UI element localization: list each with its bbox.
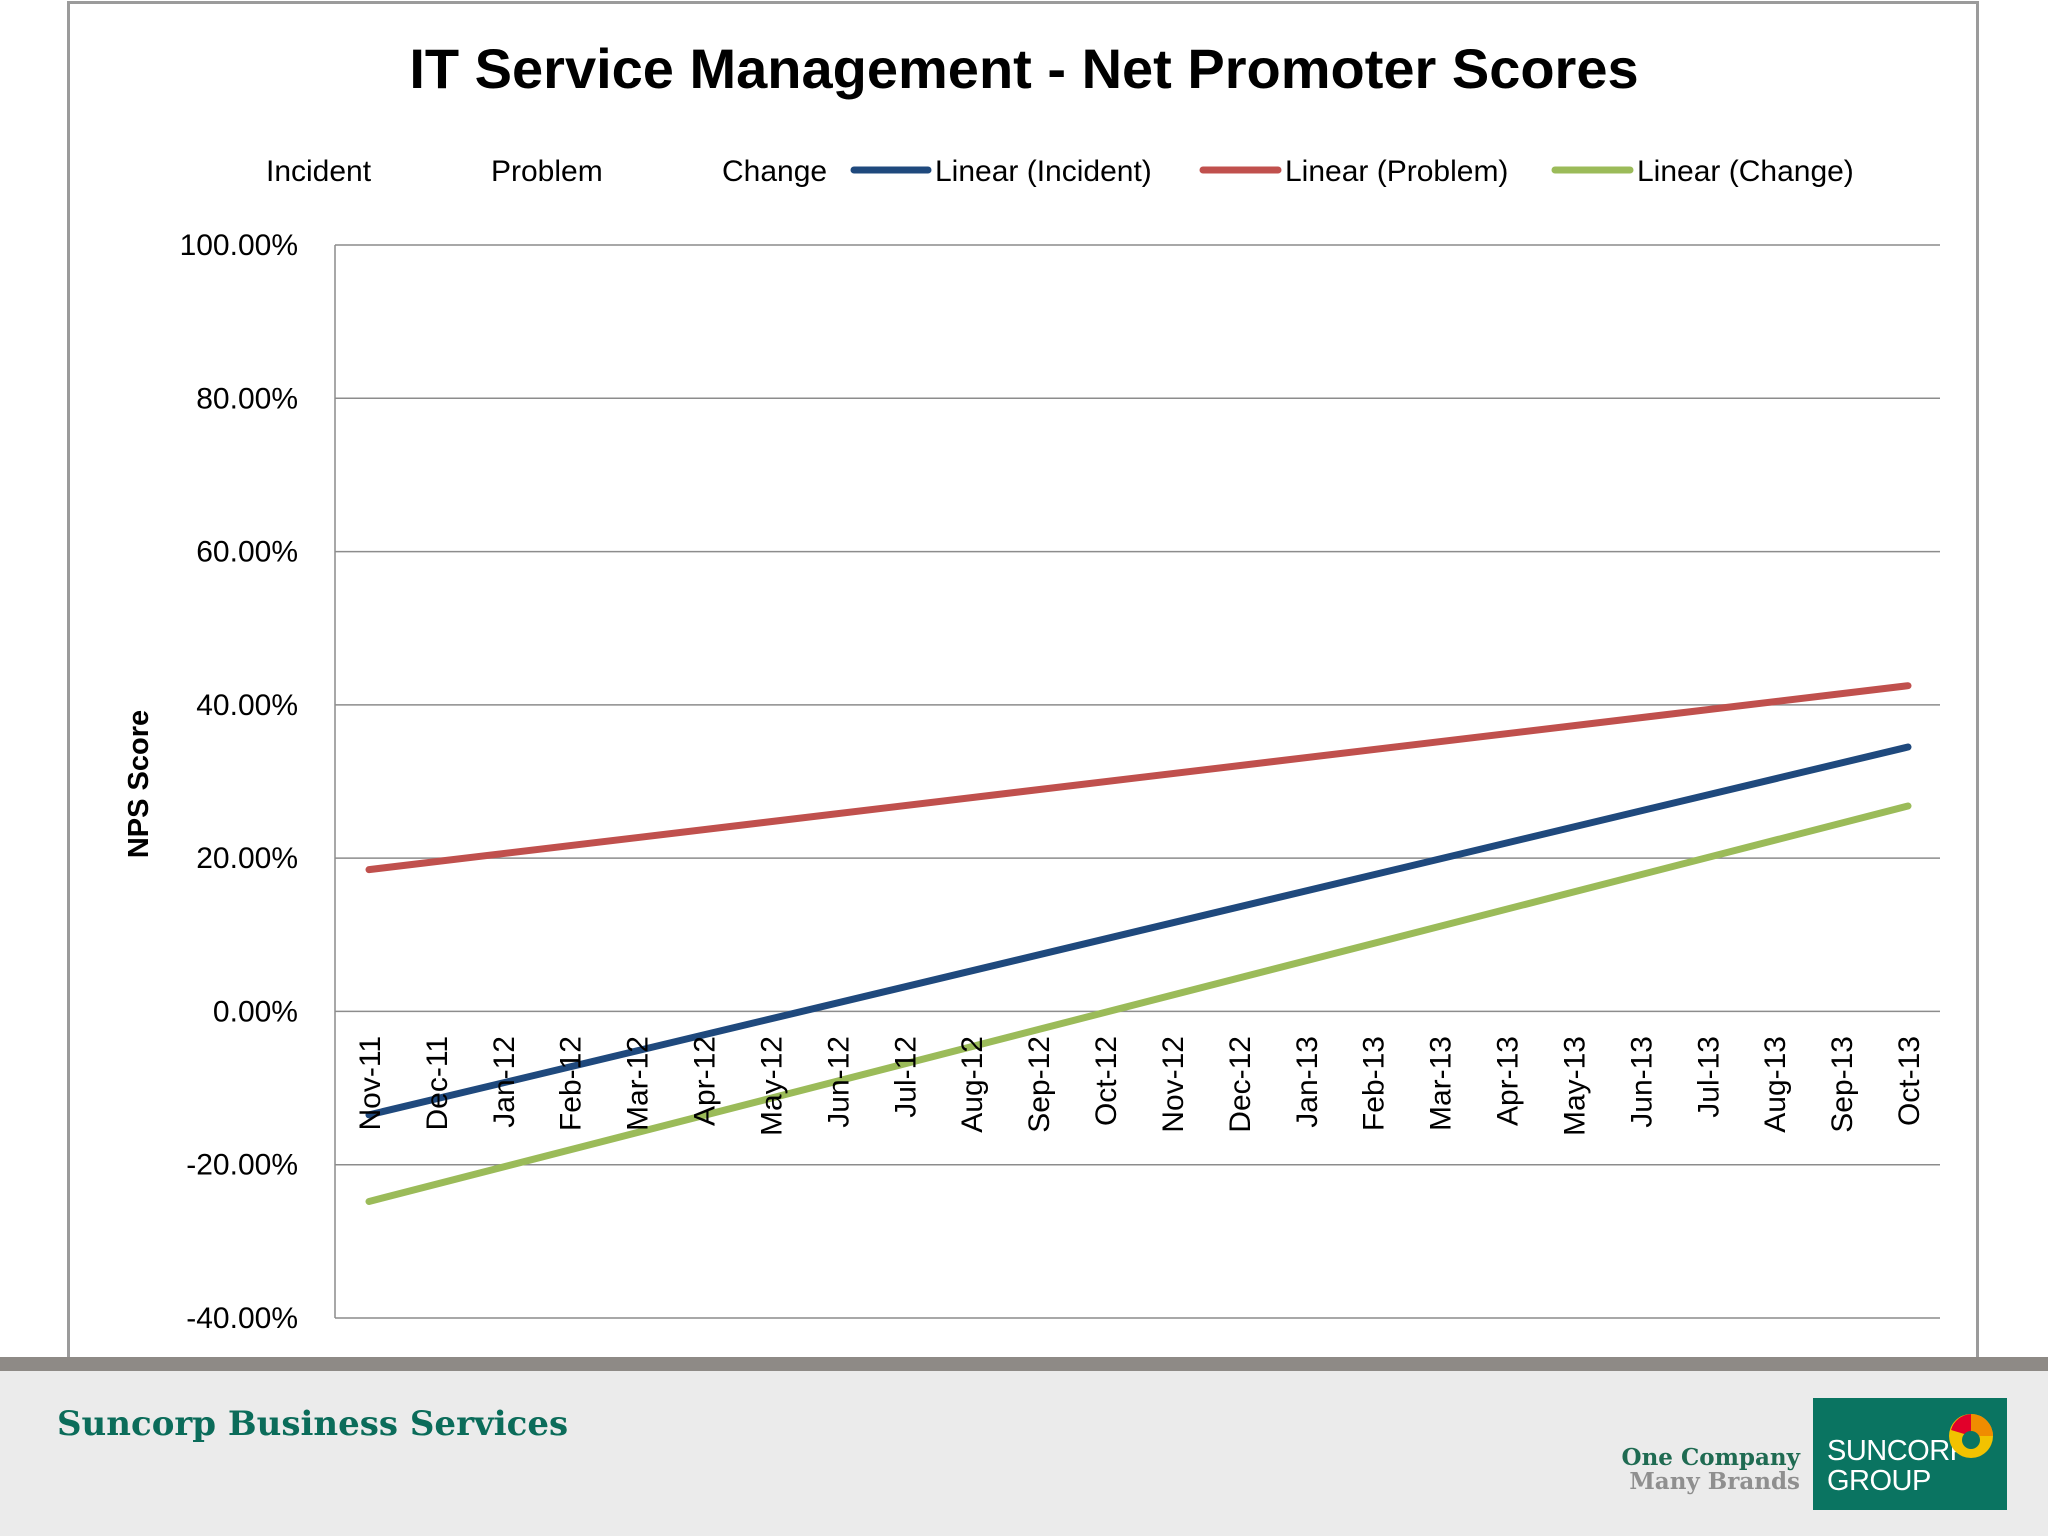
footer (0, 1371, 2048, 1536)
legend-label: Change (722, 155, 827, 188)
tagline: One Company Many Brands (1620, 1446, 1800, 1494)
x-tick-label: Jun-13 (1625, 1036, 1658, 1128)
x-tick-label: Jan-12 (488, 1036, 521, 1128)
logo-line-1: SUNCORP (1827, 1435, 1969, 1467)
x-tick-label: Jan-13 (1291, 1036, 1324, 1128)
y-axis-title: NPS Score (123, 710, 155, 858)
x-tick-label: Dec-11 (421, 1036, 454, 1130)
footer-title: Suncorp Business Services (57, 1404, 569, 1444)
legend-label: Problem (491, 155, 603, 188)
chart-frame (67, 1, 1979, 1357)
x-tick-label: Dec-12 (1224, 1036, 1257, 1133)
x-tick-label: Nov-11 (354, 1036, 387, 1130)
y-tick-label: 20.00% (196, 842, 298, 875)
x-tick-label: Sep-12 (1023, 1036, 1056, 1133)
x-tick-label: Mar-12 (622, 1036, 655, 1131)
series-line-linear-change (365, 802, 1912, 1206)
x-tick-label: Feb-12 (555, 1036, 588, 1131)
x-tick-label: Jul-12 (889, 1036, 922, 1118)
logo-line-2: GROUP (1827, 1465, 1931, 1497)
sun-logo-icon (1949, 1414, 1993, 1458)
y-tick-label: 40.00% (196, 689, 298, 722)
y-tick-label: -20.00% (186, 1149, 298, 1182)
x-tick-label: Feb-13 (1358, 1036, 1391, 1131)
x-tick-label: Oct-13 (1893, 1036, 1926, 1126)
y-tick-label: 80.00% (196, 382, 298, 415)
nps-chart: -40.00% -20.00% 0.00% 20.00% 40.00% 60.00% 80.… (123, 37, 1940, 1335)
x-tick-label: Apr-13 (1492, 1036, 1525, 1126)
legend-label: Linear (Change) (1637, 155, 1854, 188)
x-tick-label: Aug-12 (956, 1036, 989, 1133)
y-tick-label: 0.00% (213, 995, 298, 1028)
tagline-line-2: Many Brands (1629, 1468, 1800, 1495)
footer-divider (0, 1357, 2048, 1371)
logo-text: SUNCORP GROUP (1827, 1436, 1969, 1496)
suncorp-logo: SUNCORP GROUP (1813, 1398, 2007, 1510)
legend-label: Linear (Problem) (1285, 155, 1508, 188)
x-tick-label: Mar-13 (1425, 1036, 1458, 1131)
x-tick-label: Jun-12 (822, 1036, 855, 1128)
tagline-line-1: One Company (1621, 1444, 1800, 1471)
x-tick-label: Apr-12 (689, 1036, 722, 1126)
x-tick-label: May-13 (1558, 1036, 1591, 1136)
chart-title: IT Service Management - Net Promoter Sco… (409, 37, 1638, 100)
x-tick-label: Oct-12 (1090, 1036, 1123, 1126)
y-tick-label: -40.00% (186, 1302, 298, 1335)
x-tick-label: Nov-12 (1157, 1036, 1190, 1133)
x-tick-label: Jul-13 (1692, 1036, 1725, 1118)
tick-labels: -40.00% -20.00% 0.00% 20.00% 40.00% 60.00% 80.… (180, 229, 1926, 1335)
legend: Incident Problem Change Linear (Incident) Li… (266, 155, 1854, 188)
legend-label: Linear (Incident) (935, 155, 1152, 188)
x-tick-label: May-12 (755, 1036, 788, 1136)
x-tick-label: Sep-13 (1826, 1036, 1859, 1133)
series-lines (365, 682, 1912, 1206)
x-tick-label: Aug-13 (1759, 1036, 1792, 1133)
gridlines (335, 244, 1940, 1319)
legend-label: Incident (266, 155, 372, 188)
series-line-linear-incident (365, 743, 1912, 1119)
y-tick-label: 60.00% (196, 536, 298, 569)
y-tick-label: 100.00% (180, 229, 298, 262)
series-line-linear-problem (365, 682, 1912, 874)
